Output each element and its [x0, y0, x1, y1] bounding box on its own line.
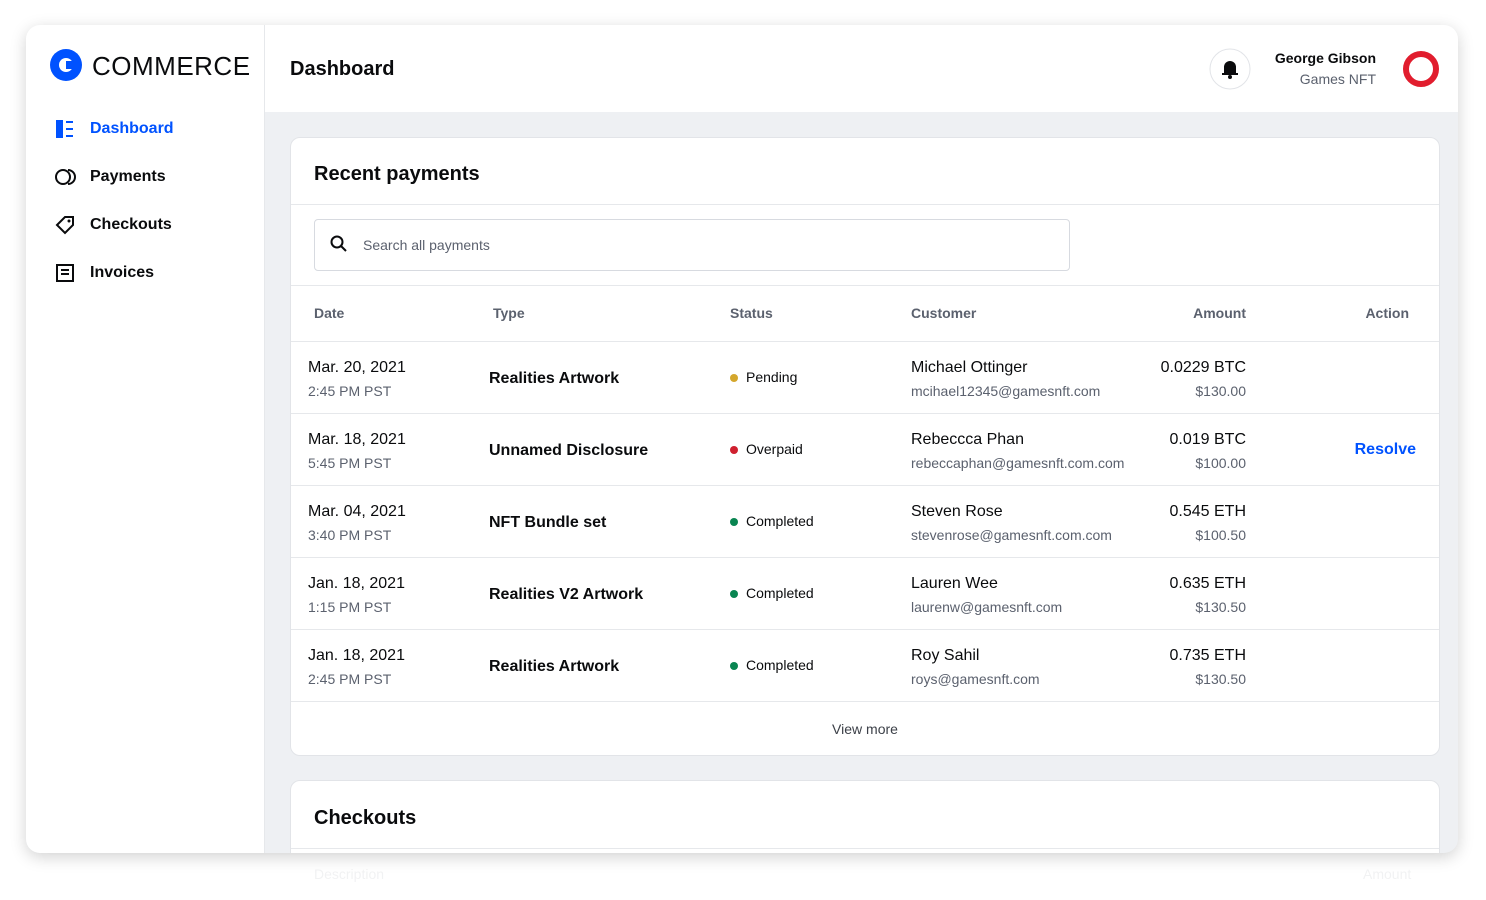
date: Jan. 18, 2021 — [308, 575, 405, 592]
user-name: George Gibson — [1274, 50, 1376, 66]
time: 1:15 PM PST — [308, 599, 392, 615]
amount-usd: $130.00 — [1195, 383, 1246, 399]
user-org: Games NFT — [1299, 71, 1376, 87]
column-header: Customer — [911, 305, 977, 321]
column-header: Amount — [1363, 866, 1412, 882]
date: Mar. 20, 2021 — [308, 359, 406, 376]
avatar[interactable] — [1401, 49, 1441, 89]
status: Completed — [746, 657, 814, 673]
view-more[interactable]: View more — [291, 701, 1439, 756]
amount-usd: $100.50 — [1195, 527, 1246, 543]
divider — [291, 848, 1439, 849]
date: Jan. 18, 2021 — [308, 647, 405, 664]
amount-usd: $130.50 — [1195, 599, 1246, 615]
date: Mar. 18, 2021 — [308, 431, 406, 448]
app-window: COMMERCE Dashboard Payments Checkouts In… — [26, 25, 1458, 853]
nav-label: Checkouts — [90, 216, 172, 233]
customer: Steven Rose — [911, 503, 1003, 520]
email: roys@gamesnft.com — [911, 671, 1040, 687]
nav-label: Payments — [90, 168, 166, 185]
column-header: Amount — [1193, 305, 1246, 321]
top-bar: Dashboard George Gibson Games NFT — [265, 25, 1458, 112]
action-button[interactable]: Resolve — [1354, 441, 1416, 458]
search-icon — [330, 235, 347, 252]
nav-label: Invoices — [90, 264, 155, 281]
nav-label: Dashboard — [90, 120, 174, 137]
brand: COMMERCE — [92, 51, 251, 81]
type: Realities Artwork — [489, 370, 620, 387]
logo-icon — [50, 49, 82, 81]
notification-button[interactable] — [1209, 48, 1251, 90]
amount-crypto: 0.545 ETH — [1169, 503, 1246, 520]
amount-crypto: 0.735 ETH — [1169, 647, 1246, 664]
type: Realities V2 Artwork — [489, 586, 644, 603]
amount-crypto: 0.019 BTC — [1169, 431, 1246, 448]
customer: Rebeccca Phan — [911, 431, 1024, 448]
card-title: Checkouts — [314, 807, 417, 829]
status: Completed — [746, 513, 814, 529]
type: Realities Artwork — [489, 658, 620, 675]
payment-row: Jan. 18, 2021 1:15 PM PST Realities V2 Art… — [291, 557, 1439, 629]
email: mcihael12345@gamesnft.com — [911, 383, 1101, 399]
status-dot — [730, 590, 738, 598]
status-dot — [730, 374, 738, 382]
date: Mar. 04, 2021 — [308, 503, 406, 520]
nav-item[interactable]: Dashboard — [54, 118, 174, 140]
column-header: Action — [1365, 305, 1409, 321]
checkouts-card: Checkouts — [290, 780, 1440, 853]
email: laurenw@gamesnft.com — [911, 599, 1063, 615]
nav-item[interactable]: Checkouts — [54, 214, 172, 236]
email: stevenrose@gamesnft.com.com — [911, 527, 1112, 543]
divider — [291, 204, 1439, 205]
amount-usd: $100.00 — [1195, 455, 1246, 471]
column-header: Date — [314, 305, 345, 321]
column-header: Description — [314, 866, 385, 882]
nav-icon — [55, 216, 74, 235]
amount-crypto: 0.635 ETH — [1169, 575, 1246, 592]
search-placeholder: Search all payments — [363, 237, 490, 253]
customer: Roy Sahil — [911, 647, 980, 664]
time: 2:45 PM PST — [308, 671, 392, 687]
nav-icon — [56, 264, 74, 282]
status-dot — [730, 446, 738, 454]
status: Pending — [746, 369, 798, 385]
type: NFT Bundle set — [489, 514, 607, 531]
customer: Lauren Wee — [911, 575, 998, 592]
time: 2:45 PM PST — [308, 383, 392, 399]
column-header: Type — [493, 305, 525, 321]
amount-usd: $130.50 — [1195, 671, 1246, 687]
payments-card: Recent payments Search all payments Date… — [290, 137, 1440, 756]
column-header: Status — [730, 305, 773, 321]
nav-icon — [56, 120, 73, 138]
status-dot — [730, 662, 738, 670]
status: Completed — [746, 585, 814, 601]
payment-row: Mar. 04, 2021 3:40 PM PST NFT Bundle set Co… — [291, 485, 1439, 557]
payment-row: Mar. 20, 2021 2:45 PM PST Realities Artwor… — [291, 341, 1439, 413]
sidebar: COMMERCE Dashboard Payments Checkouts In… — [26, 25, 265, 853]
table-header: Date Type Status Customer Amount Action — [291, 285, 1439, 341]
customer: Michael Ottinger — [911, 359, 1028, 376]
nav-icon — [55, 169, 76, 185]
card-title: Recent payments — [314, 163, 480, 185]
amount-crypto: 0.0229 BTC — [1160, 359, 1246, 376]
nav-item[interactable]: Payments — [54, 166, 166, 188]
payment-row: Jan. 18, 2021 2:45 PM PST Realities Artwor… — [291, 629, 1439, 701]
page-title: Dashboard — [290, 58, 395, 80]
search-input[interactable]: Search all payments — [314, 219, 1070, 271]
time: 5:45 PM PST — [308, 455, 392, 471]
time: 3:40 PM PST — [308, 527, 392, 543]
status: Overpaid — [746, 441, 803, 457]
email: rebeccaphan@gamesnft.com.com — [911, 455, 1125, 471]
payment-row: Mar. 18, 2021 5:45 PM PST Unnamed Disclosu… — [291, 413, 1439, 485]
nav-item[interactable]: Invoices — [54, 262, 154, 284]
status-dot — [730, 518, 738, 526]
type: Unnamed Disclosure — [489, 442, 649, 459]
